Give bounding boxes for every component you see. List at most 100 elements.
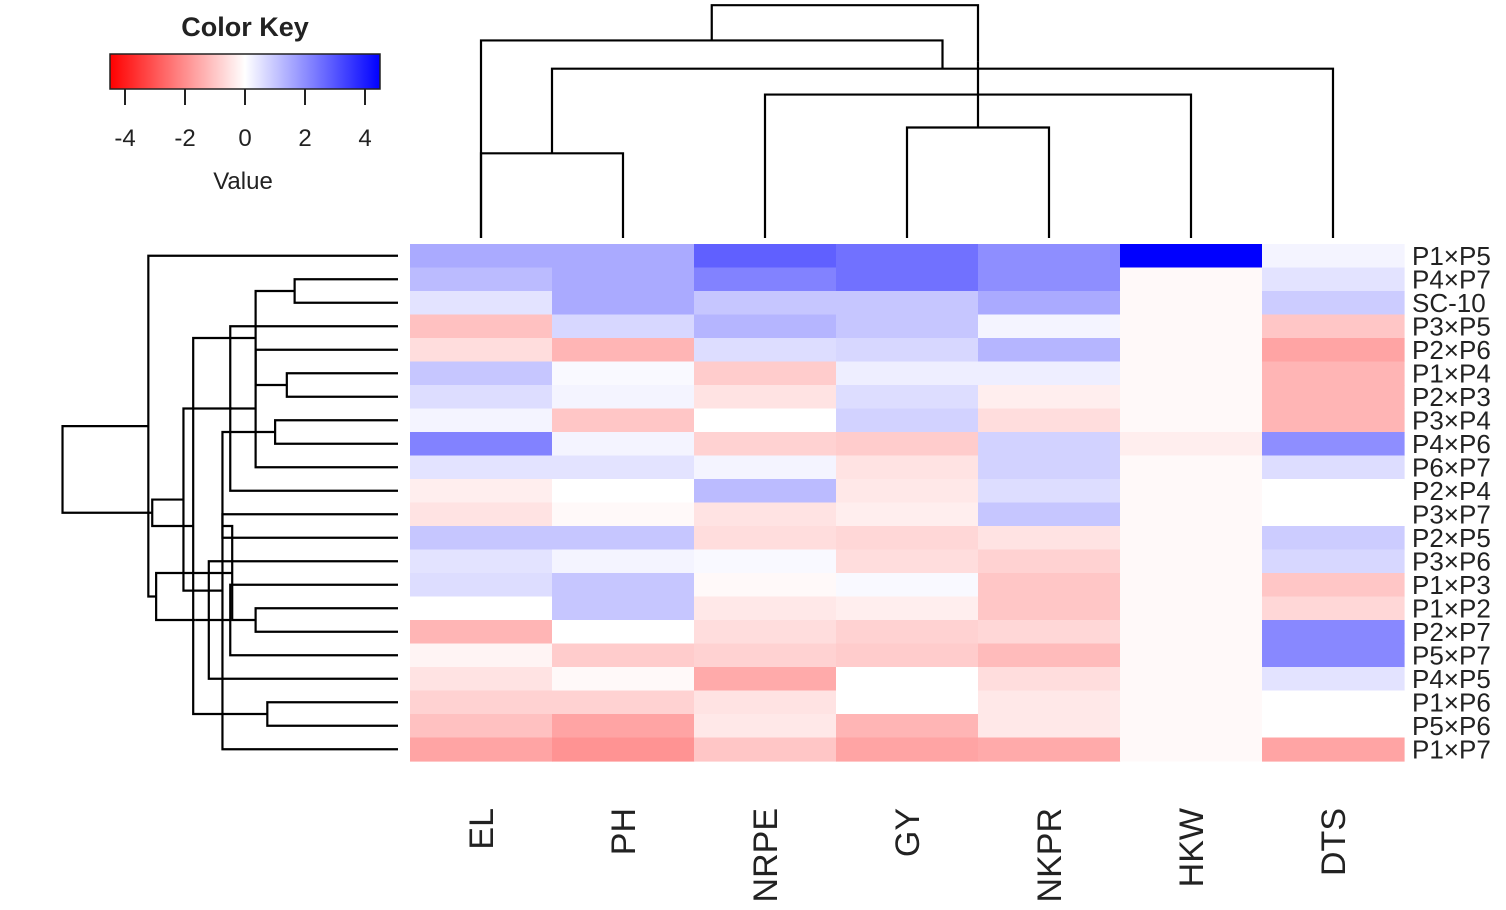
heatmap-cell: [1262, 690, 1405, 715]
row-label: P5×P6: [1412, 711, 1491, 741]
heatmap-cell: [694, 643, 837, 668]
column-label: NKPR: [1031, 808, 1069, 902]
row-label: P1×P3: [1412, 570, 1491, 600]
heatmap-cell: [552, 385, 695, 410]
heatmap-cell: [978, 361, 1121, 386]
heatmap-cell: [978, 714, 1121, 739]
heatmap-cell: [836, 667, 979, 692]
heatmap-cell: [1120, 408, 1263, 433]
heatmap-cell: [694, 620, 837, 645]
heatmap-cell: [1120, 549, 1263, 574]
heatmap-cell: [410, 596, 553, 621]
heatmap-cell: [1262, 714, 1405, 739]
heatmap-cell: [410, 549, 553, 574]
heatmap-cell: [552, 620, 695, 645]
color-key-tick-label: 0: [238, 125, 251, 152]
heatmap-cell: [836, 573, 979, 598]
heatmap-cell: [552, 549, 695, 574]
column-label: DTS: [1315, 808, 1353, 876]
heatmap-cell: [552, 432, 695, 457]
heatmap-cell: [836, 408, 979, 433]
heatmap-cell: [1120, 244, 1263, 269]
heatmap-cell: [694, 385, 837, 410]
row-dendrogram-branch: [182, 407, 233, 592]
heatmap-cell: [978, 643, 1121, 668]
column-dendrogram-branch: [479, 152, 625, 238]
row-label: P1×P7: [1412, 734, 1491, 764]
heatmap-cell: [694, 690, 837, 715]
color-key-tick-label: -2: [174, 125, 195, 152]
column-label: NRPE: [747, 808, 785, 902]
color-key-axis-label: Value: [213, 168, 273, 195]
heatmap-cell: [1120, 432, 1263, 457]
heatmap-cell: [552, 244, 695, 269]
row-dendrogram-branch: [285, 372, 398, 398]
heatmap-cell: [836, 432, 979, 457]
heatmap-cell: [552, 267, 695, 292]
heatmap-cell: [410, 714, 553, 739]
heatmap-cell: [694, 502, 837, 527]
heatmap-cell: [1262, 596, 1405, 621]
row-label: P2×P6: [1412, 335, 1491, 365]
heatmap-cell: [694, 573, 837, 598]
heatmap-cell: [552, 408, 695, 433]
row-label: P4×P5: [1412, 664, 1491, 694]
heatmap-cell: [1262, 244, 1405, 269]
heatmap-cell: [410, 291, 553, 316]
column-dendrogram-branch: [905, 126, 1051, 238]
heatmap-cell: [552, 526, 695, 551]
heatmap-cell: [410, 479, 553, 504]
heatmap-cell: [836, 502, 979, 527]
heatmap-cell: [552, 573, 695, 598]
heatmap-cell: [552, 643, 695, 668]
row-dendrogram-branch: [147, 254, 398, 598]
heatmap-cell: [1262, 667, 1405, 692]
heatmap-cell: [410, 690, 553, 715]
heatmap-cell: [836, 455, 979, 480]
row-label: P6×P7: [1412, 452, 1491, 482]
heatmap-cell: [410, 667, 553, 692]
column-label: GY: [889, 808, 927, 857]
heatmap-cell: [1120, 526, 1263, 551]
heatmap-cell: [978, 291, 1121, 316]
heatmap-cell: [836, 385, 979, 410]
heatmap-cell: [1120, 620, 1263, 645]
row-dendrogram-branch: [254, 289, 295, 387]
heatmap-cell: [410, 385, 553, 410]
heatmap-cell: [410, 620, 553, 645]
row-label: P1×P4: [1412, 358, 1491, 388]
heatmap-cell: [1262, 408, 1405, 433]
heatmap-cell: [694, 526, 837, 551]
heatmap-cell: [1120, 314, 1263, 339]
heatmap-cell: [836, 690, 979, 715]
heatmap-cell: [410, 338, 553, 363]
heatmap-cell: [978, 549, 1121, 574]
column-dendrogram-branch: [710, 4, 980, 62]
heatmap-cell: [836, 314, 979, 339]
heatmap-cell: [836, 620, 979, 645]
color-key-tick-label: -4: [114, 125, 135, 152]
heatmap-cell: [978, 314, 1121, 339]
heatmap-cell: [1262, 432, 1405, 457]
heatmap-cell: [978, 620, 1121, 645]
heatmap-cell: [836, 338, 979, 363]
heatmap-cell: [1262, 314, 1405, 339]
heatmap-cell: [836, 244, 979, 269]
heatmap-cell: [978, 667, 1121, 692]
row-label: P1×P6: [1412, 687, 1491, 717]
heatmap-cell: [1120, 338, 1263, 363]
heatmap-cell: [1262, 573, 1405, 598]
column-dendrogram: [479, 4, 1335, 238]
heatmap-cell: [552, 667, 695, 692]
heatmap-cell: [978, 596, 1121, 621]
heatmap-cell: [836, 291, 979, 316]
heatmap-cell: [410, 643, 553, 668]
heatmap-cell: [1262, 479, 1405, 504]
row-dendrogram-branch: [293, 278, 398, 304]
heatmap-cell: [978, 267, 1121, 292]
heatmap-cell: [694, 267, 837, 292]
row-label: P5×P7: [1412, 640, 1491, 670]
column-label: PH: [605, 808, 643, 855]
row-label: P1×P5: [1412, 241, 1491, 271]
column-labels: EL PH NRPE GY NKPR HKW DTS: [463, 808, 1353, 902]
